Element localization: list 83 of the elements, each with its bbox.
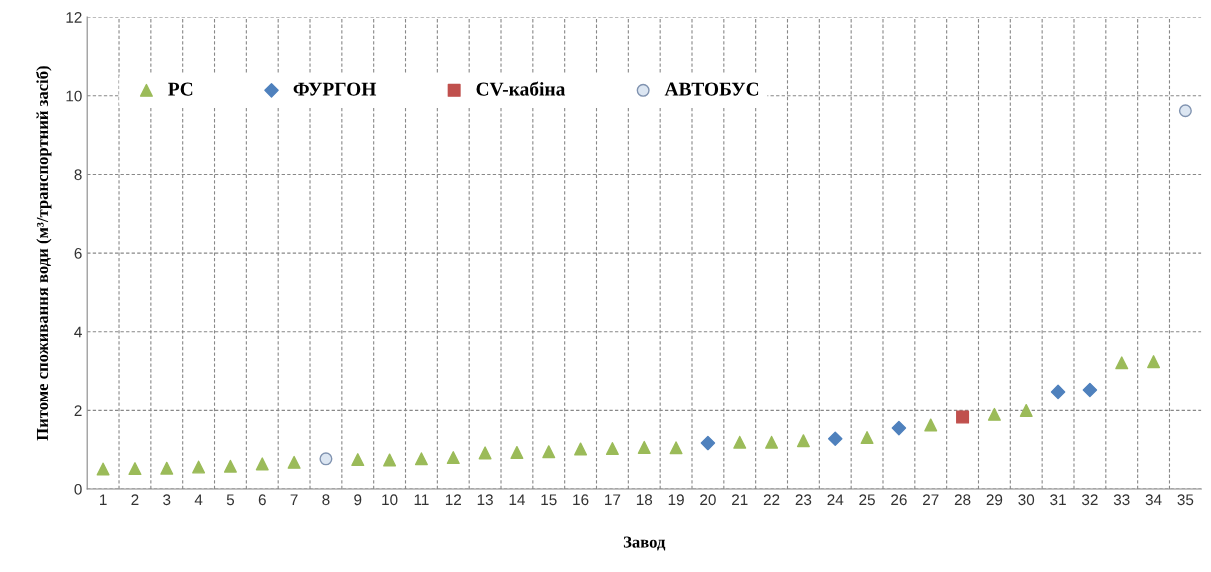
- point: [637, 440, 651, 454]
- point: [1147, 355, 1161, 369]
- point: [1050, 384, 1066, 400]
- x-tick-label: 7: [290, 494, 298, 505]
- point: [192, 460, 206, 474]
- x-tick-label: 1: [100, 494, 107, 505]
- x-tick-label: 8: [322, 494, 330, 506]
- point: [956, 410, 970, 424]
- point: [1115, 356, 1129, 370]
- point: [605, 442, 619, 456]
- legend-label: ФУРГОН: [293, 82, 377, 96]
- x-tick-label: 31: [1050, 494, 1066, 506]
- x-tick-label: 10: [382, 494, 398, 506]
- x-axis-title: Завод: [623, 536, 666, 551]
- y-tick-label: 12: [66, 12, 82, 23]
- point: [860, 431, 874, 445]
- x-tick-label: 15: [541, 494, 557, 506]
- point: [542, 445, 556, 459]
- point: [796, 434, 810, 448]
- x-tick-label: 26: [891, 494, 907, 506]
- x-tick-label: 29: [986, 494, 1003, 506]
- point: [1019, 403, 1033, 417]
- x-tick-label: 21: [732, 494, 748, 505]
- point: [287, 455, 301, 469]
- x-tick-label: 28: [954, 494, 971, 506]
- x-tick-label: 35: [1177, 494, 1194, 506]
- x-tick-label: 16: [573, 494, 589, 506]
- x-tick-label: 27: [923, 494, 939, 505]
- legend-label: АВТОБУС: [664, 82, 759, 96]
- point: [987, 407, 1001, 421]
- x-tick-label: 17: [605, 494, 621, 505]
- point: [1178, 104, 1192, 118]
- point: [924, 418, 938, 432]
- point: [414, 452, 428, 466]
- point: [574, 442, 588, 456]
- x-tick-label: 6: [258, 494, 266, 506]
- y-tick-label: 8: [74, 169, 82, 181]
- point: [128, 462, 142, 476]
- x-tick-label: 4: [194, 494, 203, 505]
- legend-label: CV-кабіна: [476, 81, 566, 96]
- point: [478, 446, 492, 460]
- x-tick-label: 30: [1018, 494, 1035, 506]
- x-tick-label: 2: [131, 494, 139, 505]
- point: [733, 435, 747, 449]
- x-tick-label: 14: [509, 494, 525, 505]
- x-tick-label: 18: [636, 494, 653, 506]
- x-tick-label: 34: [1145, 494, 1162, 506]
- y-tick-label: 10: [66, 90, 82, 102]
- y-axis-title: Питоме споживання води (м³/транспортний засіб): [35, 66, 52, 441]
- point: [351, 453, 365, 467]
- x-tick-label: 11: [414, 494, 429, 505]
- point: [1082, 382, 1098, 398]
- y-tick-label: 4: [74, 326, 82, 338]
- point: [700, 435, 716, 451]
- x-tick-label: 5: [226, 494, 235, 506]
- point: [669, 441, 683, 455]
- legend-label: PC: [168, 82, 193, 96]
- point: [827, 431, 843, 447]
- point: [319, 452, 333, 466]
- x-tick-label: 3: [163, 494, 171, 506]
- x-tick-label: 12: [445, 494, 461, 505]
- x-tick-label: 9: [354, 494, 362, 506]
- point: [446, 451, 460, 465]
- point: [223, 459, 237, 473]
- point: [383, 453, 397, 467]
- x-tick-label: 23: [795, 494, 812, 506]
- x-tick-label: 32: [1081, 494, 1098, 506]
- point: [891, 420, 907, 436]
- y-tick-label: 0: [74, 483, 82, 495]
- point: [255, 457, 269, 471]
- x-tick-label: 20: [700, 494, 716, 506]
- point: [96, 462, 110, 476]
- point: [160, 461, 174, 475]
- x-tick-label: 13: [477, 494, 493, 506]
- x-tick-label: 33: [1113, 494, 1130, 506]
- x-tick-label: 22: [763, 494, 780, 505]
- y-tick-label: 2: [74, 405, 82, 416]
- point: [765, 435, 779, 449]
- point: [510, 445, 524, 459]
- x-tick-label: 24: [827, 494, 844, 505]
- x-tick-label: 25: [859, 494, 875, 506]
- y-tick-label: 6: [74, 247, 82, 259]
- x-tick-label: 19: [668, 494, 684, 506]
